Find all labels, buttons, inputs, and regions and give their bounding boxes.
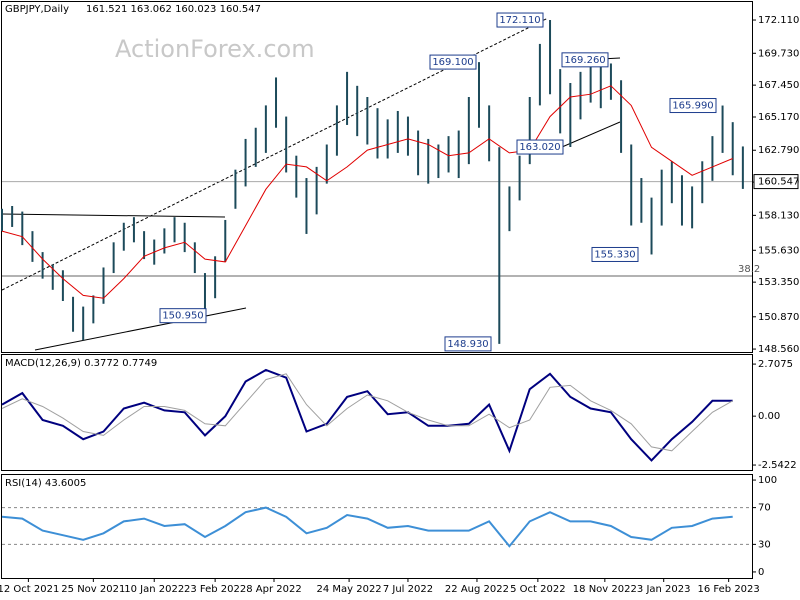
y-tick-label: 153.350 (758, 277, 799, 288)
y-tick-label: 169.730 (758, 48, 799, 59)
x-tick-label: 22 Aug 2022 (445, 584, 509, 595)
last-price-label: 160.547 (758, 177, 799, 188)
price-label-box (561, 52, 609, 68)
trend-line (1, 17, 549, 291)
y-tick-label: 172.110 (758, 15, 799, 26)
y-tick-label: 30 (758, 539, 771, 550)
x-tick-label: 8 Apr 2022 (246, 584, 301, 595)
price-label: 169.100 (432, 57, 473, 68)
price-label: 165.990 (672, 101, 713, 112)
price-label: 155.330 (594, 249, 635, 260)
x-tick-label: 12 Oct 2021 (0, 584, 59, 595)
price-label: 169.260 (564, 55, 605, 66)
watermark: ActionForex.com (115, 35, 315, 63)
quote: 161.521 163.062 160.023 160.547 (86, 4, 261, 15)
y-tick-label: 0 (758, 567, 764, 578)
chart-title: GBPJPY,Daily (5, 4, 69, 15)
y-tick-label: 158.130 (758, 210, 799, 221)
indicator-line (1, 506, 733, 548)
x-tick-label: 18 Nov 2022 (573, 584, 637, 595)
price-label-box (444, 336, 492, 352)
macd-title: MACD(12,26,9) 0.3772 0.7749 (5, 358, 157, 369)
y-tick-label: -2.5422 (758, 460, 797, 471)
x-tick-label: 3 Jan 2023 (637, 584, 691, 595)
x-tick-label: 5 Oct 2022 (510, 584, 565, 595)
price-label-box (516, 139, 564, 155)
indicator-line (1, 373, 733, 452)
x-tick-label: 10 Jan 2022 (124, 584, 184, 595)
y-tick-label: 167.450 (758, 80, 799, 91)
price-label: 148.930 (447, 339, 488, 350)
price-label-box (429, 54, 477, 70)
moving-average (1, 85, 733, 299)
y-tick-label: 162.790 (758, 145, 799, 156)
price-label-box (591, 246, 639, 262)
price-label: 172.110 (499, 15, 540, 26)
price-label-box (159, 308, 207, 324)
indicator-line (1, 368, 733, 462)
trend-line (561, 121, 621, 148)
y-tick-label: 148.560 (758, 344, 799, 355)
y-tick-label: 150.870 (758, 312, 799, 323)
price-label-box (496, 12, 544, 28)
y-tick-label: 155.630 (758, 245, 799, 256)
y-tick-label: 2.7075 (758, 359, 793, 370)
x-tick-label: 7 Jul 2022 (383, 584, 433, 595)
price-panel (1, 1, 753, 353)
trend-line (34, 307, 247, 351)
fib-label: 38.2 (738, 264, 760, 275)
x-tick-label: 23 Feb 2022 (184, 584, 246, 595)
y-tick-label: 70 (758, 503, 771, 514)
price-label-box (669, 98, 717, 114)
last-price-box (753, 174, 799, 190)
y-tick-label: 0.00 (758, 411, 780, 422)
x-tick-label: 16 Feb 2023 (698, 584, 760, 595)
macd-panel (1, 354, 753, 471)
x-tick-label: 24 May 2022 (316, 584, 381, 595)
price-label: 150.950 (162, 311, 203, 322)
y-tick-label: 165.170 (758, 112, 799, 123)
x-tick-label: 25 Nov 2021 (61, 584, 125, 595)
y-tick-label: 100 (758, 475, 777, 486)
trend-line (1, 213, 226, 218)
rsi-title: RSI(14) 43.6005 (5, 478, 86, 489)
price-label: 163.020 (519, 142, 560, 153)
rsi-panel (1, 474, 753, 579)
